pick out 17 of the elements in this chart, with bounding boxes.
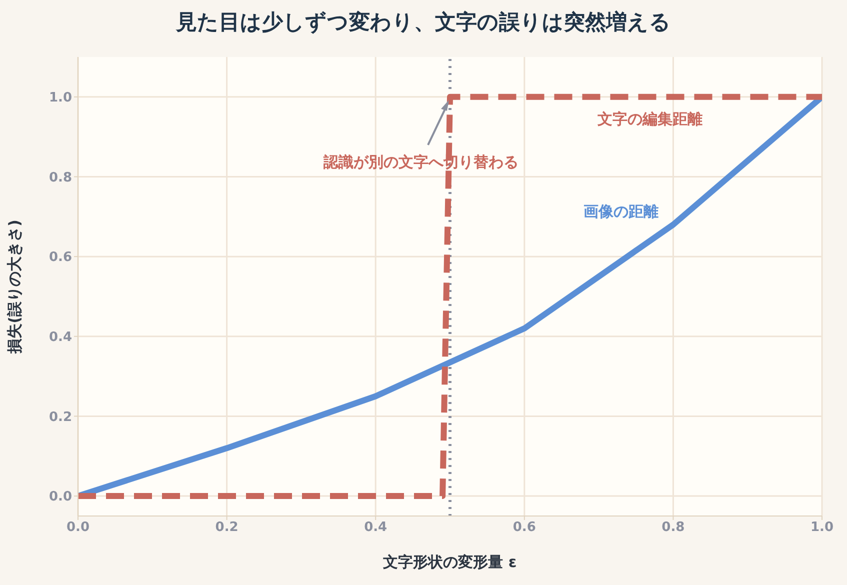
x-tick-label: 0.0 — [66, 520, 90, 536]
x-tick-label: 1.0 — [810, 520, 834, 536]
series-label: 画像の距離 — [584, 202, 659, 221]
x-axis-title: 文字形状の変形量 ε — [382, 553, 517, 571]
x-tick-label: 0.6 — [512, 520, 536, 536]
y-tick-label: 0.4 — [48, 330, 72, 346]
y-tick-label: 1.0 — [48, 90, 72, 106]
x-tick-label: 0.2 — [215, 520, 238, 536]
y-tick-label: 0.2 — [48, 410, 72, 425]
chart-title: 見た目は少しずつ変わり、文字の誤りは突然増える — [174, 9, 672, 36]
y-tick-label: 0.8 — [48, 170, 72, 186]
y-tick-label: 0.6 — [48, 250, 72, 266]
y-tick-label: 0.0 — [48, 490, 72, 505]
x-tick-label: 0.8 — [662, 520, 685, 536]
series-label: 文字の編集距離 — [596, 110, 702, 128]
y-axis-title: 損失(誤りの大きさ) — [5, 220, 24, 354]
x-tick-label: 0.4 — [364, 520, 388, 536]
